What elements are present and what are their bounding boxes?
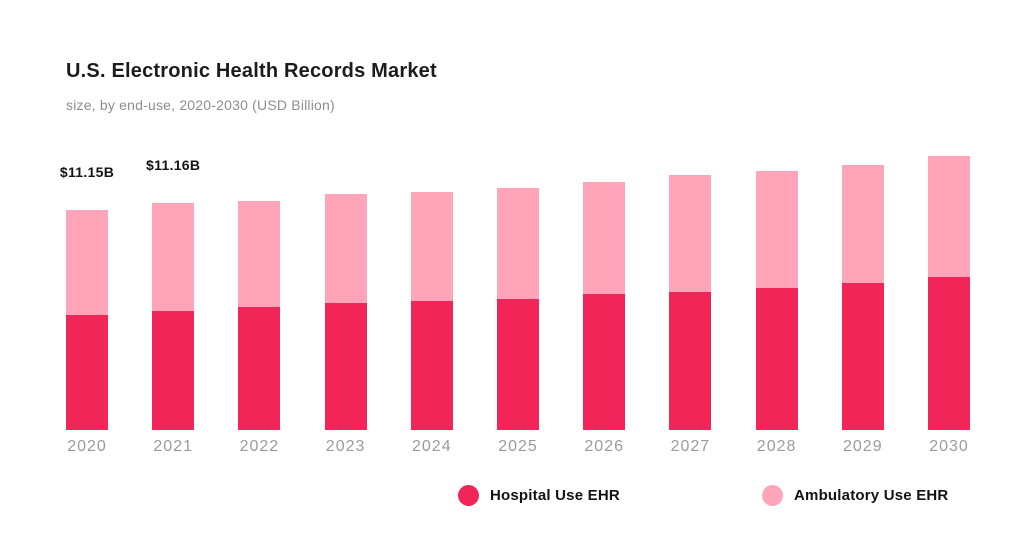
hospital-use-segment <box>928 277 970 430</box>
hospital-use-segment <box>410 300 453 430</box>
x-axis-label: 2026 <box>584 438 624 455</box>
hospital-legend-swatch-icon <box>458 484 479 506</box>
x-axis-label: 2030 <box>929 438 969 455</box>
bar-group-2024 <box>410 192 453 430</box>
bar-group-2025 <box>497 187 539 430</box>
hospital-use-segment <box>66 314 108 430</box>
x-axis-label: 2020 <box>67 438 107 455</box>
bar-group-2022 <box>238 201 281 430</box>
legend-label-ambulatory: Ambulatory Use EHR <box>794 486 949 504</box>
bar-group-2029 <box>841 165 884 430</box>
bar-group-2020 <box>66 210 108 430</box>
ambulatory-use-segment <box>66 210 108 315</box>
chart-title: U.S. Electronic Health Records Market <box>66 60 437 83</box>
x-axis-label: 2028 <box>756 438 797 455</box>
bar-group-2026 <box>583 182 626 430</box>
legend-item-hospital: Hospital Use EHR <box>458 484 620 506</box>
bar-group-2027 <box>669 175 712 430</box>
hospital-use-segment <box>238 307 281 430</box>
ambulatory-use-segment <box>410 192 453 301</box>
x-axis-label: 2025 <box>498 438 538 455</box>
x-axis-label: 2022 <box>239 438 280 455</box>
hospital-use-segment <box>497 299 539 430</box>
legend-label-hospital: Hospital Use EHR <box>490 486 620 504</box>
chart-subtitle: size, by end-use, 2020-2030 (USD Billion… <box>66 97 335 113</box>
x-axis-label: 2021 <box>153 438 193 455</box>
legend-item-ambulatory: Ambulatory Use EHR <box>762 484 948 506</box>
ambulatory-use-segment <box>669 175 712 293</box>
ambulatory-use-segment <box>583 182 626 295</box>
ambulatory-use-segment <box>152 203 195 312</box>
bar-group-2030 <box>928 156 970 430</box>
ambulatory-use-segment <box>841 165 884 284</box>
hospital-use-segment <box>669 292 712 430</box>
hospital-use-segment <box>755 287 798 430</box>
bar-value-annotation: $11.15B <box>59 164 115 181</box>
hospital-use-segment <box>583 294 626 430</box>
hospital-use-segment <box>152 311 195 430</box>
hospital-use-segment <box>324 302 367 430</box>
ambulatory-use-segment <box>324 194 367 303</box>
hospital-use-segment <box>841 283 884 430</box>
bar-group-2021 <box>152 203 195 430</box>
x-axis-label: 2029 <box>843 438 883 455</box>
bar-group-2028 <box>755 170 798 430</box>
x-axis-label: 2023 <box>325 438 366 455</box>
bar-group-2023 <box>324 194 367 430</box>
ambulatory-use-segment <box>497 187 539 299</box>
x-axis-label: 2027 <box>670 438 711 455</box>
ambulatory-use-segment <box>928 156 970 278</box>
ambulatory-legend-swatch-icon <box>762 484 783 506</box>
ambulatory-use-segment <box>755 170 798 288</box>
bar-value-annotation: $11.16B <box>146 157 201 174</box>
x-axis-label: 2024 <box>412 438 452 455</box>
ambulatory-use-segment <box>238 201 281 308</box>
